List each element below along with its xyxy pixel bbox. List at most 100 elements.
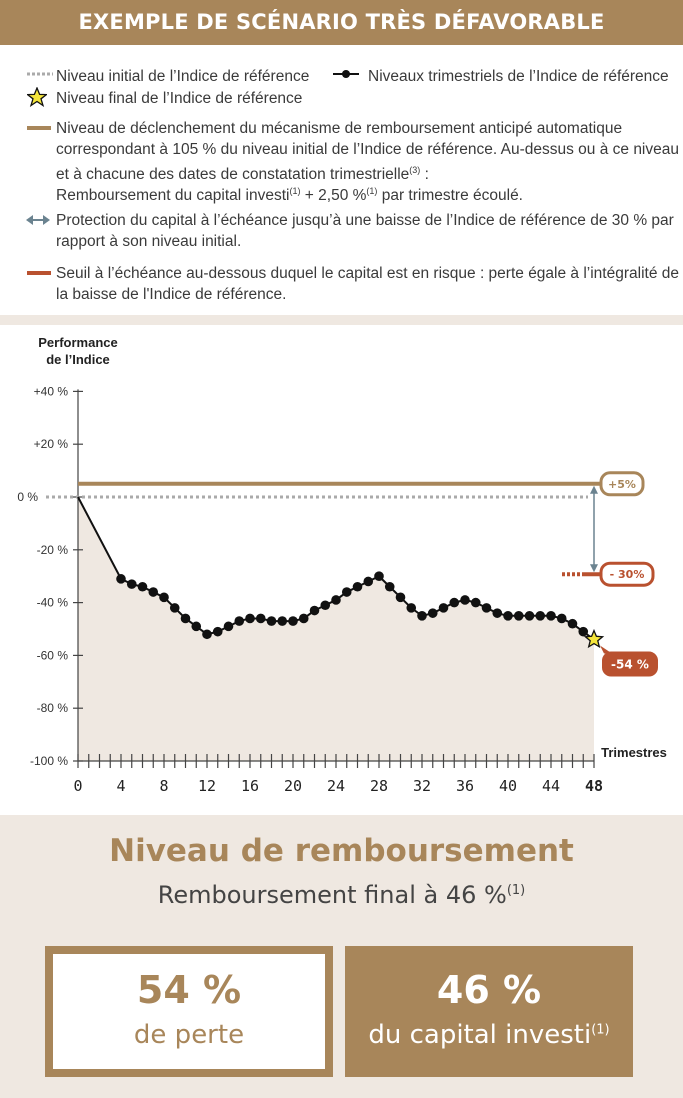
data-point [449,597,460,608]
data-point [460,595,470,605]
data-point [266,616,277,626]
arrow-up-head [590,485,598,494]
x-tick-label: 24 [327,777,345,795]
data-point [406,603,417,613]
series-area [78,497,594,761]
final-level-star [583,628,605,649]
x-tick-label: 44 [542,777,560,795]
data-point [535,611,546,621]
x-tick-label: 0 [73,777,82,795]
x-axis-title: Trimestres [601,745,667,760]
x-tick-label: 4 [116,777,125,795]
data-point [417,611,427,621]
data-point [492,608,503,618]
y-tick-label: -20 % [37,543,69,557]
legend-trigger-line1: Niveau de déclenchement du mécanisme de … [56,120,623,137]
y-tick-label: 0 % [17,490,38,504]
arrow-down-head [590,564,598,573]
loss-box: 54 % de perte [45,946,333,1077]
x-tick-label: 20 [284,777,302,795]
y-tick-label: -100 % [30,754,68,768]
star-icon [27,87,47,107]
legend-trigger-line3: et à chacune des dates de constatation t… [56,165,429,184]
legend: Niveau initial de l’Indice de référence … [0,45,683,315]
data-point [191,621,202,632]
data-point [341,587,352,597]
data-point [556,613,567,624]
legend-initial-level: Niveau initial de l’Indice de référence [56,68,310,85]
capital-box: 46 % du capital investi(1) [345,946,633,1077]
data-point [481,603,492,613]
y-tick-label: -40 % [37,596,69,610]
legend-protection-line2: rapport à son niveau initial. [56,233,242,250]
x-tick-label: 12 [198,777,216,795]
x-tick-label: 16 [241,777,259,795]
data-point [352,581,363,592]
data-point [524,611,535,621]
data-point [320,600,331,611]
trigger-label: +5% [608,478,636,491]
result-subtitle: Remboursement final à 46 %(1) [157,881,526,909]
loss-value: 54 % [136,968,242,1012]
double-arrow-icon [26,215,50,225]
result-section: Niveau de remboursement Remboursement fi… [0,815,683,1098]
data-point [503,611,513,621]
data-point [331,595,341,605]
data-point [212,626,223,637]
y-axis-title-line1: Performance [38,335,117,350]
data-point [309,605,320,616]
final-label-box [602,651,658,677]
legend-threshold-line2: la baisse de l'Indice de référence. [56,286,287,303]
scenario-title: EXEMPLE DE SCÉNARIO TRÈS DÉFAVORABLE [0,0,683,45]
gold-line-icon [27,126,51,130]
protection-label-box [599,561,655,587]
data-point [427,608,438,618]
data-point [277,616,288,626]
data-point [374,571,384,581]
series-line [77,496,595,641]
data-point [169,603,180,613]
final-label: -54 % [611,658,649,672]
final-label-pointer [600,645,612,654]
data-point [223,621,234,632]
red-line-icon [27,271,51,275]
protection-label: - 30% [610,568,645,581]
data-point [363,576,374,587]
legend-threshold-line1: Seuil à l’échéance au-dessous duquel le … [56,265,679,282]
data-point [148,587,159,597]
y-tick-label: +20 % [34,437,69,451]
y-tick-label: +40 % [34,384,69,398]
x-tick-label: 36 [456,777,474,795]
performance-chart: Performance de l’Indice +40 % +20 % 0 % -20 %… [0,325,683,815]
data-point [202,629,212,640]
data-point [578,626,589,637]
data-point [159,592,169,603]
x-tick-label: 48 [585,777,603,795]
data-point [126,579,137,589]
data-point [567,618,578,629]
data-point [137,581,148,592]
y-tick-label: -80 % [37,701,69,715]
data-point [470,597,481,608]
data-point [234,616,245,626]
capital-value: 46 % [436,968,542,1012]
data-point [298,613,309,624]
data-point [255,613,266,624]
legend-trigger-line4: Remboursement du capital investi(1) + 2,… [56,186,523,205]
data-point [513,611,524,621]
y-axis-title-line2: de l’Indice [46,352,110,367]
data-point [288,616,298,626]
data-point [180,613,191,624]
x-tick-label: 28 [370,777,388,795]
data-point [245,613,255,624]
legend-final-level: Niveau final de l’Indice de référence [56,90,303,107]
capital-label: du capital investi(1) [368,1020,610,1050]
data-point [438,603,449,613]
data-point [395,592,406,603]
legend-protection-line1: Protection du capital à l’échéance jusqu… [56,212,674,229]
data-point [384,581,395,592]
data-point [116,574,126,584]
loss-label: de perte [133,1020,245,1050]
y-tick-label: -60 % [37,648,69,662]
trigger-label-box [599,471,645,497]
